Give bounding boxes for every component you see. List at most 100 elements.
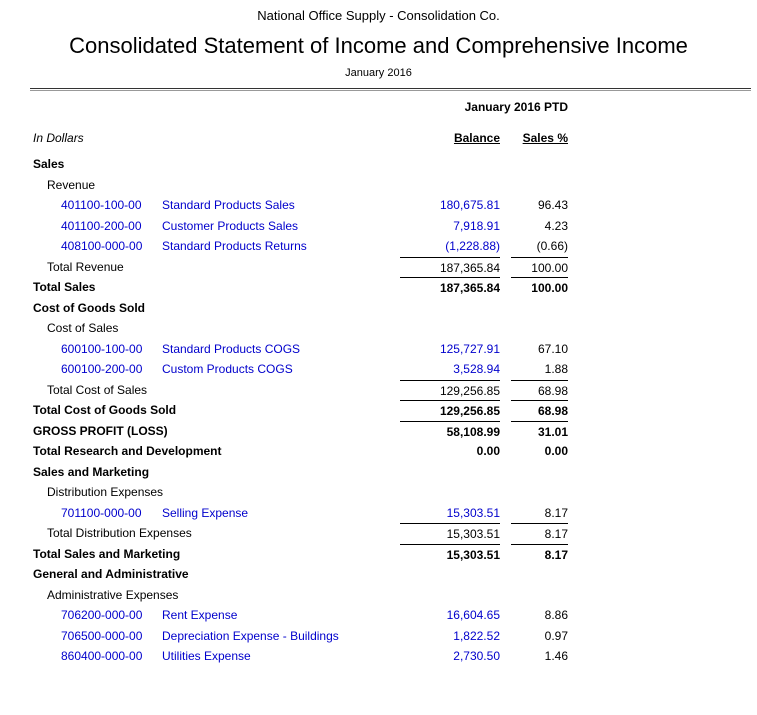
account-description-link[interactable]: Custom Products COGS: [162, 362, 293, 376]
sales-pct-value: 8.17: [511, 523, 568, 545]
balance-value[interactable]: 2,730.50: [453, 649, 500, 663]
account-number-link[interactable]: 401100-200-00: [61, 218, 142, 233]
account-description-link[interactable]: Utilities Expense: [162, 649, 251, 663]
account-number-link[interactable]: 706200-000-00: [61, 608, 143, 622]
currency-label: In Dollars: [33, 131, 84, 145]
detail-row: 600100-100-00 Standard Products COGS 125,7…: [33, 339, 568, 360]
sales-pct-value: 4.23: [544, 218, 568, 233]
sales-pct-value: 8.17: [511, 543, 568, 566]
row-label: 701100-000-00 Selling Expense: [33, 503, 389, 524]
balance-value: [400, 154, 500, 175]
sales-pct-value: [511, 154, 568, 175]
account-number-link[interactable]: 408100-000-00: [61, 239, 143, 253]
account-description-link[interactable]: Standard Products Returns: [162, 239, 307, 253]
detail-row: 706200-000-00 Rent Expense 16,604.65 8.86: [33, 605, 568, 626]
subsection-row: Administrative Expenses: [33, 585, 568, 606]
total-bold-row: Total Sales 187,365.84 100.00: [33, 277, 568, 298]
balance-value: [400, 318, 500, 339]
balance-value: 0.00: [476, 444, 500, 458]
total-bold-row: Total Sales and Marketing 15,303.51 8.17: [33, 543, 568, 566]
balance-value: [400, 462, 500, 483]
balance-value: 129,256.85: [400, 379, 500, 402]
row-label: GROSS PROFIT (LOSS): [33, 423, 168, 438]
report-title: Consolidated Statement of Income and Com…: [69, 33, 688, 58]
balance-value[interactable]: 7,918.91: [453, 218, 500, 233]
column-group-row: January 2016 PTD: [33, 97, 568, 117]
total-row: Total Cost of Sales 129,256.85 68.98: [33, 379, 568, 402]
total-bold-row: GROSS PROFIT (LOSS) 58,108.99 31.01: [33, 420, 568, 443]
balance-value[interactable]: 16,604.65: [446, 608, 500, 622]
row-label: 401100-200-00 Customer Products Sales: [33, 216, 389, 237]
sales-pct-value: [511, 564, 568, 585]
row-label: Administrative Expenses: [47, 587, 179, 602]
total-row: Total Revenue 187,365.84 100.00: [33, 256, 568, 278]
account-description-link[interactable]: Depreciation Expense - Buildings: [162, 628, 339, 643]
report-rows: Sales Revenue 401100-100-00 Standard Produc…: [33, 154, 568, 667]
row-label: Total Cost of Sales: [47, 382, 148, 397]
account-number-link[interactable]: 860400-000-00: [61, 649, 143, 663]
detail-row: 860400-000-00 Utilities Expense 2,730.50 1.…: [33, 646, 568, 667]
row-label: Total Distribution Expenses: [47, 526, 192, 540]
total-row: Total Distribution Expenses 15,303.51 8.17: [33, 523, 568, 544]
section-row: General and Administrative: [33, 564, 568, 585]
account-number-link[interactable]: 600100-200-00: [61, 362, 143, 376]
sales-pct-value: [511, 482, 568, 503]
row-label: Total Revenue: [47, 259, 124, 274]
row-label: Cost of Sales: [47, 321, 119, 335]
row-label: Revenue: [47, 177, 96, 192]
balance-column-header: Balance: [453, 131, 500, 145]
row-label: General and Administrative: [33, 567, 189, 581]
detail-row: 401100-200-00 Customer Products Sales 7,91…: [33, 216, 568, 237]
sales-pct-value: [511, 318, 568, 339]
row-label: Total Cost of Goods Sold: [33, 403, 177, 417]
row-label: Sales: [33, 157, 65, 171]
total-bold-row: Total Cost of Goods Sold 129,256.85 68.98: [33, 400, 568, 421]
row-label: 600100-200-00 Custom Products COGS: [33, 359, 389, 380]
account-number-link[interactable]: 701100-000-00: [61, 505, 142, 520]
row-label: 706500-000-00 Depreciation Expense - Buil…: [33, 626, 389, 647]
balance-value: [400, 482, 500, 503]
subsection-row: Revenue: [33, 175, 568, 196]
account-description-link[interactable]: Selling Expense: [162, 505, 249, 520]
sales-pct-value: 67.10: [537, 341, 568, 356]
row-label: 401100-100-00 Standard Products Sales: [33, 195, 389, 216]
balance-value: 129,256.85: [400, 400, 500, 422]
account-number-link[interactable]: 600100-100-00: [61, 341, 143, 356]
balance-value[interactable]: 180,675.81: [439, 198, 500, 212]
row-label: Total Sales and Marketing: [33, 546, 181, 561]
row-label: Distribution Expenses: [47, 485, 164, 499]
balance-value: 58,108.99: [400, 420, 500, 443]
header-rule: [30, 88, 751, 91]
row-label: 860400-000-00 Utilities Expense: [33, 646, 389, 667]
sales-pct-value: 68.98: [511, 400, 568, 422]
sales-pct-value: [511, 175, 568, 196]
balance-value: [400, 298, 500, 319]
sales-pct-column-header: Sales %: [522, 131, 568, 145]
sales-pct-value: 0.00: [544, 444, 568, 458]
sales-pct-value: (0.66): [536, 239, 568, 253]
sales-pct-value: 68.98: [511, 379, 568, 402]
subsection-row: Distribution Expenses: [33, 482, 568, 503]
account-description-link[interactable]: Standard Products Sales: [162, 198, 295, 212]
sales-pct-value: 96.43: [537, 198, 568, 212]
row-label: Total Sales: [33, 280, 96, 294]
balance-value[interactable]: (1,228.88): [445, 239, 500, 253]
sales-pct-value: 1.46: [544, 649, 568, 663]
balance-value[interactable]: 15,303.51: [446, 505, 500, 520]
balance-value: [400, 564, 500, 585]
section-row: Cost of Goods Sold: [33, 298, 568, 319]
sales-pct-value: [511, 298, 568, 319]
account-description-link[interactable]: Customer Products Sales: [162, 218, 299, 233]
balance-value[interactable]: 1,822.52: [453, 628, 500, 643]
balance-value[interactable]: 3,528.94: [453, 362, 500, 376]
period-column-header: January 2016 PTD: [464, 100, 568, 114]
account-number-link[interactable]: 706500-000-00: [61, 628, 143, 643]
sales-pct-value: 8.86: [544, 608, 568, 622]
balance-value[interactable]: 125,727.91: [439, 341, 500, 356]
balance-value: 187,365.84: [400, 277, 500, 299]
account-number-link[interactable]: 401100-100-00: [61, 198, 142, 212]
account-description-link[interactable]: Standard Products COGS: [162, 341, 301, 356]
account-description-link[interactable]: Rent Expense: [162, 608, 238, 622]
row-label: 408100-000-00 Standard Products Returns: [33, 236, 389, 257]
